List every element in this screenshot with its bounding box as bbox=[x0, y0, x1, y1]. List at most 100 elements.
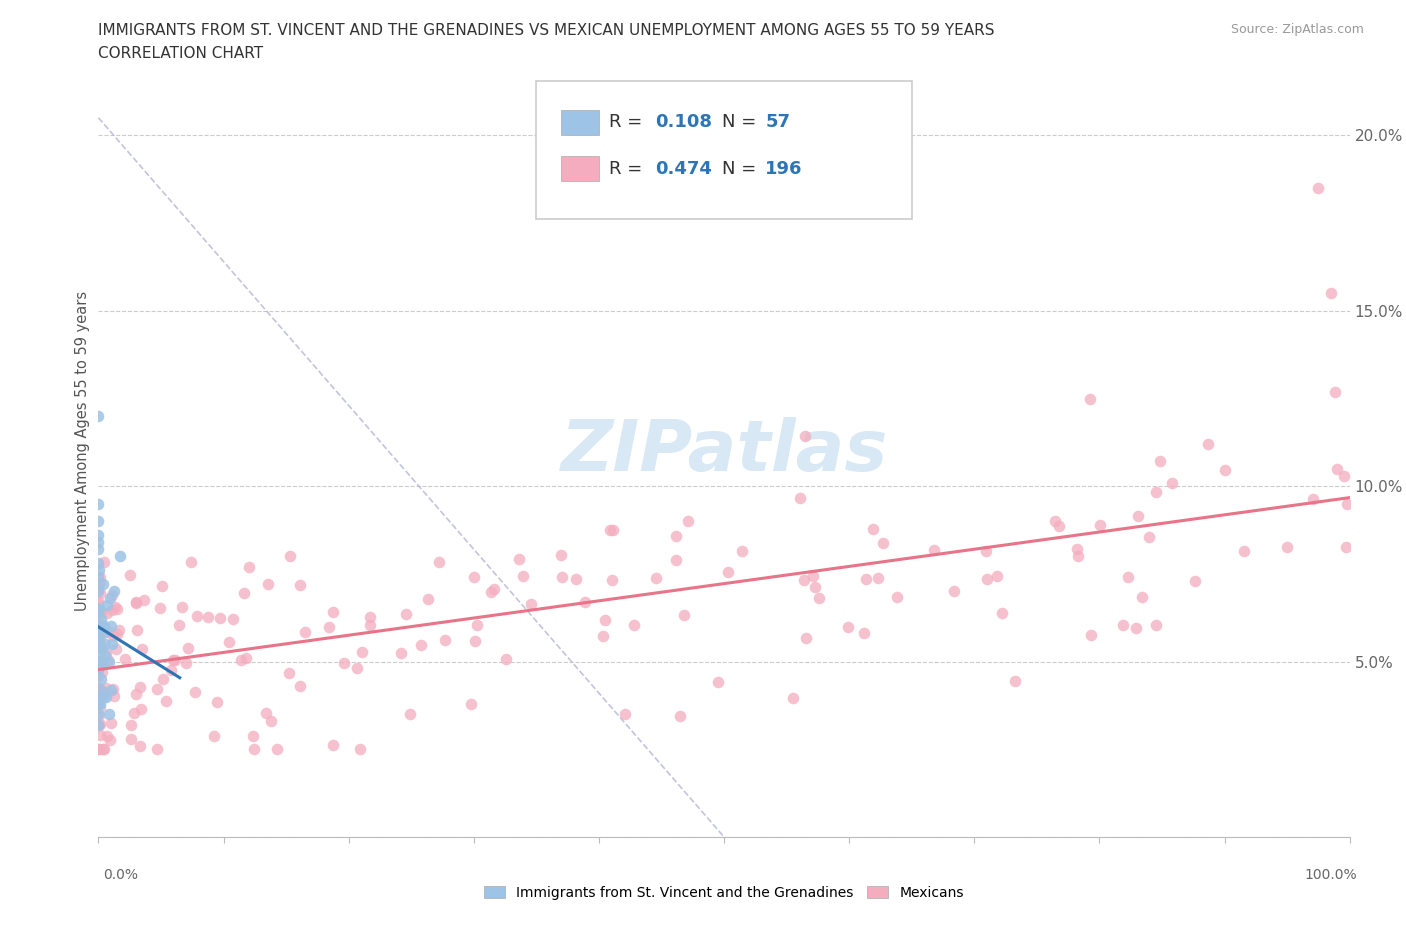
Point bbox=[104, 599, 127, 614]
Point bbox=[1308, 180, 1330, 195]
Point bbox=[399, 707, 422, 722]
Point bbox=[87, 602, 110, 617]
Point bbox=[418, 592, 440, 607]
Point bbox=[389, 646, 412, 661]
Text: ZIPatlas: ZIPatlas bbox=[561, 417, 887, 485]
Point bbox=[202, 729, 225, 744]
Point bbox=[707, 674, 730, 689]
Point bbox=[87, 742, 110, 757]
Text: IMMIGRANTS FROM ST. VINCENT AND THE GRENADINES VS MEXICAN UNEMPLOYMENT AMONG AGE: IMMIGRANTS FROM ST. VINCENT AND THE GREN… bbox=[98, 23, 995, 38]
Point bbox=[87, 654, 110, 669]
Point bbox=[87, 668, 110, 683]
Point bbox=[665, 528, 688, 543]
Point bbox=[146, 682, 169, 697]
Point bbox=[186, 609, 208, 624]
Point bbox=[104, 642, 127, 657]
Point bbox=[665, 552, 688, 567]
Point bbox=[197, 610, 219, 625]
Point bbox=[669, 708, 692, 723]
Point bbox=[1213, 463, 1236, 478]
Point bbox=[278, 666, 301, 681]
Point bbox=[96, 598, 118, 613]
Point bbox=[1066, 549, 1088, 564]
Point bbox=[731, 544, 754, 559]
Point bbox=[87, 594, 110, 609]
Point bbox=[94, 636, 117, 651]
Point bbox=[87, 707, 110, 722]
Text: 57: 57 bbox=[765, 113, 790, 131]
Point bbox=[1302, 491, 1324, 506]
Point bbox=[93, 555, 115, 570]
Point bbox=[87, 655, 110, 670]
Point bbox=[976, 571, 998, 586]
Point bbox=[346, 660, 368, 675]
Point bbox=[794, 428, 817, 443]
Point bbox=[100, 619, 122, 634]
Point bbox=[94, 681, 117, 696]
Point bbox=[87, 631, 110, 645]
Point bbox=[89, 717, 111, 732]
Text: 0.474: 0.474 bbox=[655, 160, 713, 178]
Point bbox=[159, 663, 181, 678]
Point bbox=[125, 686, 148, 701]
Point bbox=[87, 513, 110, 528]
Point bbox=[89, 636, 111, 651]
Point bbox=[87, 647, 110, 662]
Point bbox=[105, 602, 128, 617]
Point bbox=[172, 600, 194, 615]
Text: CORRELATION CHART: CORRELATION CHART bbox=[98, 46, 263, 60]
Point bbox=[87, 628, 110, 643]
Point bbox=[101, 636, 124, 651]
Point bbox=[149, 601, 172, 616]
Point bbox=[593, 612, 616, 627]
Point bbox=[1112, 618, 1135, 632]
Point bbox=[623, 618, 645, 632]
Point bbox=[87, 497, 110, 512]
Point bbox=[87, 689, 110, 704]
Point bbox=[460, 697, 482, 711]
Point bbox=[87, 626, 110, 641]
Point bbox=[103, 688, 125, 703]
Point bbox=[1088, 518, 1111, 533]
Point bbox=[91, 626, 114, 641]
Point bbox=[266, 742, 288, 757]
Point bbox=[101, 587, 124, 602]
Point bbox=[1116, 569, 1139, 584]
Point bbox=[114, 652, 136, 667]
Point bbox=[177, 641, 200, 656]
Point bbox=[87, 605, 110, 620]
Point bbox=[125, 594, 148, 609]
Point bbox=[1326, 461, 1348, 476]
Point bbox=[332, 656, 354, 671]
Point bbox=[1144, 618, 1167, 632]
Point bbox=[100, 591, 122, 605]
Point bbox=[96, 728, 118, 743]
Point bbox=[229, 653, 252, 668]
Point bbox=[808, 591, 831, 606]
Point bbox=[614, 706, 637, 721]
Point bbox=[93, 619, 115, 634]
Point bbox=[150, 578, 173, 593]
Point bbox=[87, 742, 110, 757]
Point bbox=[87, 570, 110, 585]
Point bbox=[395, 606, 418, 621]
Point bbox=[1275, 539, 1298, 554]
Point bbox=[349, 742, 371, 757]
Point bbox=[793, 573, 815, 588]
Point bbox=[87, 654, 110, 669]
Point bbox=[87, 661, 110, 676]
Point bbox=[886, 590, 908, 604]
Point bbox=[1184, 573, 1206, 588]
Point bbox=[1160, 475, 1182, 490]
Point bbox=[855, 571, 877, 586]
Text: 0.0%: 0.0% bbox=[103, 868, 138, 882]
Point bbox=[89, 619, 111, 634]
Point bbox=[574, 594, 596, 609]
Point bbox=[87, 576, 110, 591]
Point bbox=[294, 624, 316, 639]
Point bbox=[872, 536, 894, 551]
Point bbox=[155, 694, 177, 709]
Point bbox=[89, 728, 111, 743]
Point bbox=[87, 661, 110, 676]
Point bbox=[87, 636, 110, 651]
